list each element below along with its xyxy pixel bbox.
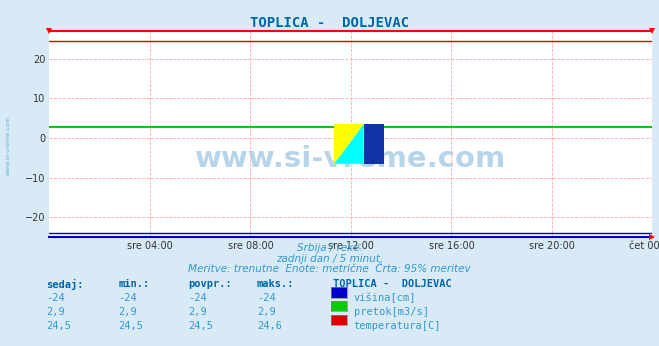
Text: -24: -24: [188, 293, 206, 303]
Text: TOPLICA -  DOLJEVAC: TOPLICA - DOLJEVAC: [333, 279, 451, 289]
Text: 2,9: 2,9: [119, 307, 137, 317]
Text: min.:: min.:: [119, 279, 150, 289]
Text: 2,9: 2,9: [188, 307, 206, 317]
FancyBboxPatch shape: [364, 124, 384, 164]
Text: 2,9: 2,9: [257, 307, 275, 317]
Text: 24,5: 24,5: [119, 321, 144, 331]
Text: zadnji dan / 5 minut.: zadnji dan / 5 minut.: [276, 254, 383, 264]
Text: Meritve: trenutne  Enote: metrične  Črta: 95% meritev: Meritve: trenutne Enote: metrične Črta: …: [188, 264, 471, 274]
Text: 24,6: 24,6: [257, 321, 282, 331]
Text: temperatura[C]: temperatura[C]: [354, 321, 442, 331]
Text: 24,5: 24,5: [46, 321, 71, 331]
Text: -24: -24: [257, 293, 275, 303]
Text: povpr.:: povpr.:: [188, 279, 231, 289]
Text: -24: -24: [46, 293, 65, 303]
Text: sedaj:: sedaj:: [46, 279, 84, 290]
Text: TOPLICA -  DOLJEVAC: TOPLICA - DOLJEVAC: [250, 16, 409, 29]
Text: www.si-vreme.com: www.si-vreme.com: [195, 145, 507, 173]
Text: www.si-vreme.com: www.si-vreme.com: [5, 116, 11, 175]
Text: pretok[m3/s]: pretok[m3/s]: [354, 307, 429, 317]
Text: višina[cm]: višina[cm]: [354, 293, 416, 303]
Text: Srbija / reke.: Srbija / reke.: [297, 243, 362, 253]
Text: 24,5: 24,5: [188, 321, 213, 331]
Polygon shape: [335, 124, 364, 164]
Text: maks.:: maks.:: [257, 279, 295, 289]
Text: 2,9: 2,9: [46, 307, 65, 317]
Polygon shape: [335, 124, 364, 164]
Text: -24: -24: [119, 293, 137, 303]
